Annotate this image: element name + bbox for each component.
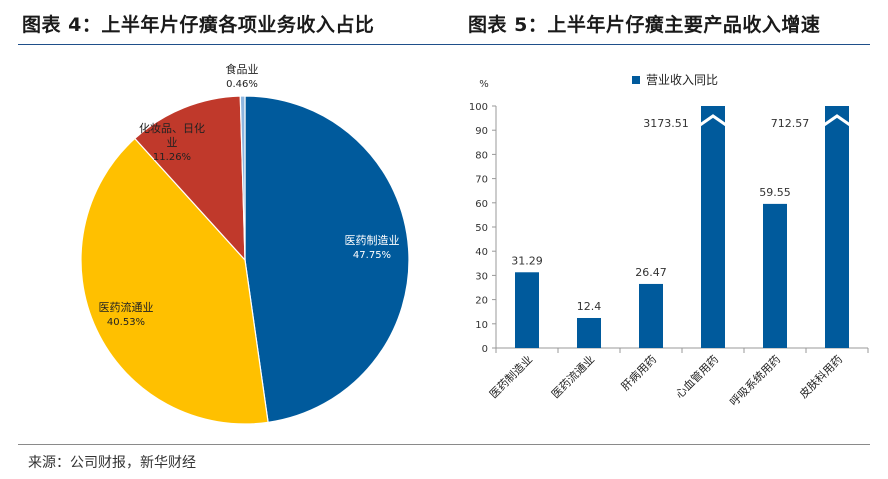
footer-divider: [18, 444, 870, 445]
right-chart-title: 图表 5：上半年片仔癀主要产品收入增速: [468, 14, 821, 36]
bar-value-label: 59.55: [759, 186, 791, 199]
pie-slice-3: [134, 95, 246, 262]
bar-value-label: 26.47: [635, 266, 667, 279]
pie-label: 化妆品、日化: [139, 121, 205, 135]
bar-4: [701, 106, 725, 348]
bar-1: [515, 272, 539, 348]
pie-value-label: 0.46%: [226, 79, 258, 90]
pie-slice-4: [239, 95, 246, 261]
y-tick-label: 100: [469, 102, 488, 113]
y-tick-label: 40: [475, 247, 488, 258]
pie-value-label: 47.75%: [353, 250, 391, 261]
y-tick-label: 50: [475, 223, 488, 234]
y-tick-label: 70: [475, 175, 488, 186]
pie-label: 食品业: [226, 62, 259, 76]
legend-label: 营业收入同比: [646, 73, 718, 87]
bar-value-label: 31.29: [511, 254, 543, 267]
bar-5: [763, 203, 787, 348]
x-category-label: 肝病用药: [618, 352, 659, 393]
pie-label-cont: 业: [167, 136, 178, 149]
left-chart-title: 图表 4：上半年片仔癀各项业务收入占比: [22, 14, 375, 36]
axis-break-marker: [823, 114, 851, 127]
pie-label: 医药流通业: [99, 300, 154, 314]
x-category-label: 呼吸系统用药: [727, 353, 783, 409]
pie-value-label: 11.26%: [153, 152, 191, 163]
x-category-label: 心血管用药: [672, 352, 721, 401]
bar-value-label: 3173.51: [643, 117, 689, 130]
x-category-label: 皮肤科用药: [796, 352, 845, 401]
x-category-label: 医药制造业: [486, 352, 535, 401]
pie-label: 医药制造业: [345, 233, 400, 247]
y-tick-label: 30: [475, 271, 488, 282]
pie-slice-2: [80, 137, 269, 425]
y-tick-label: 80: [475, 150, 488, 161]
pie-slice-1: [244, 95, 410, 424]
source-note: 来源：公司财报，新华财经: [28, 455, 196, 471]
y-tick-label: 60: [475, 199, 488, 210]
bar-value-label: 712.57: [771, 117, 810, 130]
y-unit-label: %: [479, 79, 489, 90]
legend-swatch: [632, 76, 640, 84]
bar-3: [639, 283, 663, 348]
pie-chart: 医药制造业 47.75% 医药流通业 40.53% 化妆品、日化业 11.26% 食品业 0.…: [80, 62, 410, 425]
y-tick-label: 90: [475, 126, 488, 137]
header-divider: [18, 44, 870, 45]
x-category-label: 医药流通业: [548, 352, 597, 401]
axis-break-marker: [699, 114, 727, 127]
bar-2: [577, 317, 601, 348]
bar-chart: % 营业收入同比 0 10 20 30 40 50 60 70 80 90 100 31.29 医药制造业 1…: [469, 73, 869, 409]
y-tick-label: 20: [475, 296, 488, 307]
y-tick-label: 0: [482, 344, 488, 355]
pie-value-label: 40.53%: [107, 317, 145, 328]
y-tick-label: 10: [475, 320, 488, 331]
bar-6: [825, 106, 849, 348]
bar-value-label: 12.4: [577, 300, 602, 313]
